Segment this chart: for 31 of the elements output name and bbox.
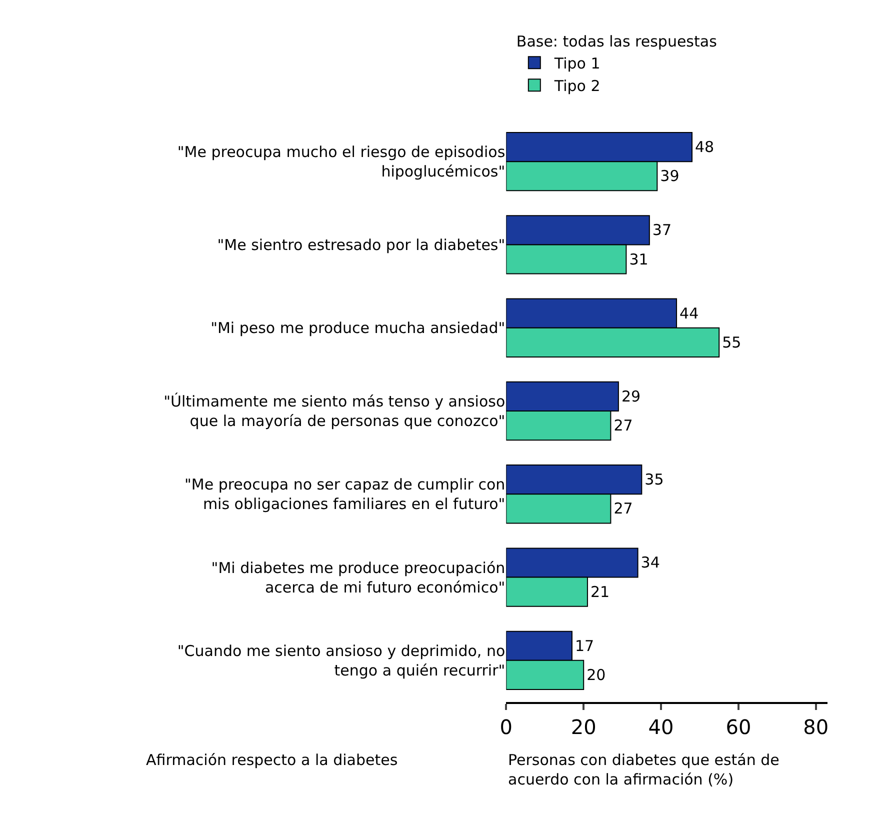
data-label: 37	[652, 221, 672, 240]
data-label: 35	[644, 470, 664, 489]
x-tick-label: 40	[648, 715, 674, 739]
data-label: 27	[614, 416, 633, 435]
data-label: 44	[680, 304, 699, 322]
y-tick-label: "Me preocupa no ser capaz de cumplir con mis obligaciones familiares en el futuro"	[184, 476, 506, 514]
data-label: 31	[629, 250, 648, 268]
y-tick-label: "Me preocupa mucho el riesgo de episodios hipoglucémicos"	[177, 143, 506, 181]
legend-label: Tipo 1	[553, 54, 600, 72]
data-label: 29	[621, 387, 641, 406]
data-label: 39	[660, 167, 680, 186]
x-tick-label: 20	[570, 715, 596, 739]
legend-label: Tipo 2	[553, 76, 600, 95]
x-tick-label: 60	[726, 715, 752, 739]
y-tick-label: "Mi diabetes me produce preocupación acerca de mi futuro económico"	[211, 558, 506, 596]
data-label: 55	[722, 333, 742, 352]
data-label: 21	[590, 582, 610, 601]
x-axis-title: Personas con diabetes que están de acuerdo con la afirmación (%)	[508, 751, 780, 788]
x-tick-label: 0	[500, 715, 513, 739]
data-label: 27	[614, 500, 633, 518]
x-tick-label: 80	[803, 715, 829, 739]
data-label: 34	[640, 554, 660, 572]
y-tick-label: "Cuando me siento ansioso y deprimido, no tengo a quién recurrir"	[177, 642, 506, 680]
y-tick-label: "Mi peso me produce mucha ansiedad"	[210, 319, 506, 338]
data-label: 17	[574, 636, 594, 655]
y-tick-label: "Últimamente me siento más tenso y ansioso que la mayoría de personas que conozco"	[164, 392, 506, 430]
y-tick-label: "Me sientro estresado por la diabetes"	[217, 236, 506, 254]
legend-title: Base: todas las respuestas	[516, 32, 718, 50]
data-label: 20	[586, 666, 606, 684]
data-label: 48	[695, 138, 714, 156]
y-axis-title: Afirmación respecto a la diabetes	[146, 751, 398, 769]
